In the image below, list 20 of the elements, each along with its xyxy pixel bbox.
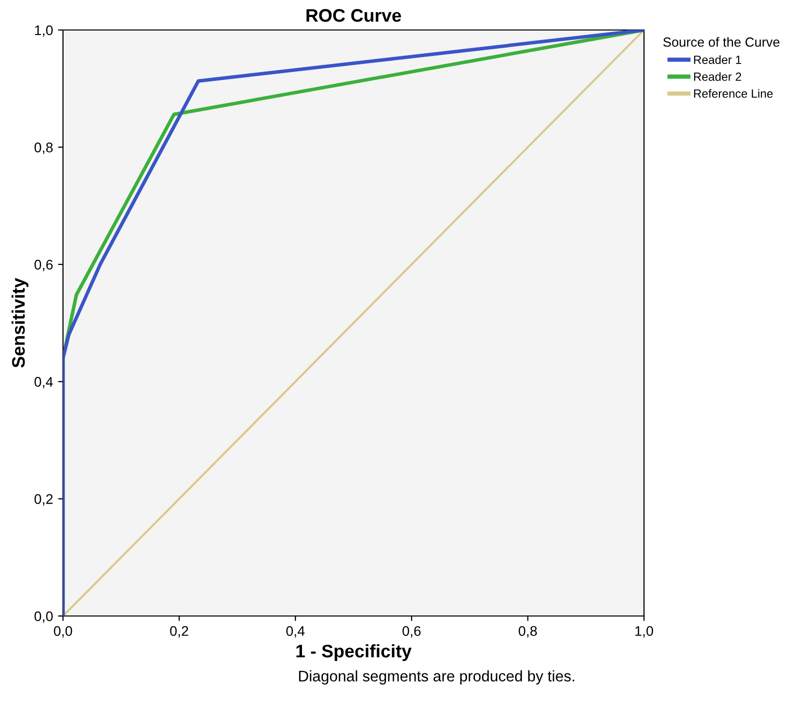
x-tick-label: 1,0 [635,626,654,638]
y-tick-label: 0,0 [34,611,53,623]
y-axis-title: Sensitivity [12,278,28,368]
x-tick-label: 0,8 [518,626,537,638]
legend-label: Reader 2 [694,72,742,81]
x-axis-title: 1 - Specificity [296,644,412,662]
y-tick-label: 0,2 [34,494,53,506]
chart-title: ROC Curve [306,9,402,22]
y-tick-label: 0,4 [34,376,53,388]
legend-label: Reference Line [694,89,773,98]
y-tick-label: 0,6 [34,260,53,272]
x-tick-label: 0,6 [402,626,421,638]
legend-label: Reader 1 [694,55,742,64]
x-tick-label: 0,4 [286,626,305,638]
x-tick-label: 0,0 [54,626,72,638]
y-tick-label: 1,0 [35,25,53,37]
legend-title: Source of the Curve [663,37,780,47]
x-tick-label: 0,2 [170,626,188,638]
y-tick-label: 0,8 [34,142,53,154]
text: Diagonal segments are produced by ties. [299,670,574,685]
